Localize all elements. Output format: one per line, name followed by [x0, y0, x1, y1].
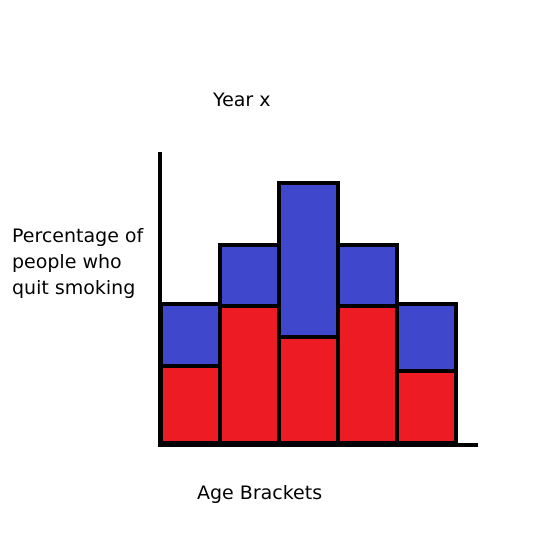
bar-5-series-2 [395, 302, 458, 373]
bar-1-series-2 [159, 302, 222, 368]
bar-4-series-1 [336, 304, 399, 445]
bar-4-series-2 [336, 243, 399, 308]
y-axis-label: Percentage of people who quit smoking [12, 225, 144, 299]
bar-2-series-2 [218, 243, 281, 308]
chart-title: Year x [213, 89, 271, 111]
bar-2-series-1 [218, 304, 281, 445]
bar-5-series-1 [395, 369, 458, 445]
bar-1-series-1 [159, 364, 222, 445]
x-axis-label: Age Brackets [197, 482, 323, 504]
bar-3-series-1 [277, 335, 340, 445]
bar-3-series-2 [277, 181, 340, 339]
